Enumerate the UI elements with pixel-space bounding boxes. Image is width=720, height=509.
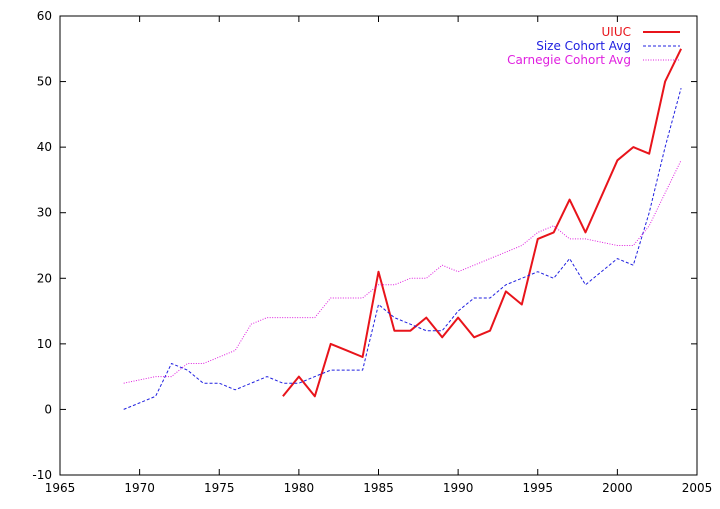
y-tick-label: 10 (37, 337, 52, 351)
x-tick-label: 1970 (124, 481, 155, 495)
series-line-carnegie-cohort-avg (123, 160, 682, 384)
y-tick-label: 40 (37, 140, 52, 154)
x-tick-label: 2000 (602, 481, 633, 495)
x-tick-label: 1985 (363, 481, 394, 495)
y-tick-label: 20 (37, 271, 52, 285)
legend-label: Size Cohort Avg (536, 39, 631, 53)
x-tick-label: 1965 (45, 481, 76, 495)
plot-frame (59, 15, 698, 476)
legend-label: Carnegie Cohort Avg (507, 53, 631, 67)
legend-label: UIUC (602, 25, 631, 39)
y-tick-label: 60 (37, 9, 52, 23)
y-tick-label: -10 (32, 468, 52, 482)
axes: 1965 1970 1975 1980 1985 1990 1995 2000 2005 -10 0… (32, 9, 712, 495)
y-tick-label: 30 (37, 206, 52, 220)
y-tick-label: 0 (44, 402, 52, 416)
x-tick-label: 1975 (204, 481, 235, 495)
x-tick-label: 1995 (522, 481, 553, 495)
series-lines (123, 48, 682, 410)
series-line-uiuc (282, 48, 682, 398)
x-tick-label: 1990 (443, 481, 474, 495)
x-tick-label: 2005 (682, 481, 713, 495)
y-tick-label: 50 (37, 75, 52, 89)
series-line-size-cohort-avg (123, 87, 682, 410)
x-tick-label: 1980 (284, 481, 315, 495)
